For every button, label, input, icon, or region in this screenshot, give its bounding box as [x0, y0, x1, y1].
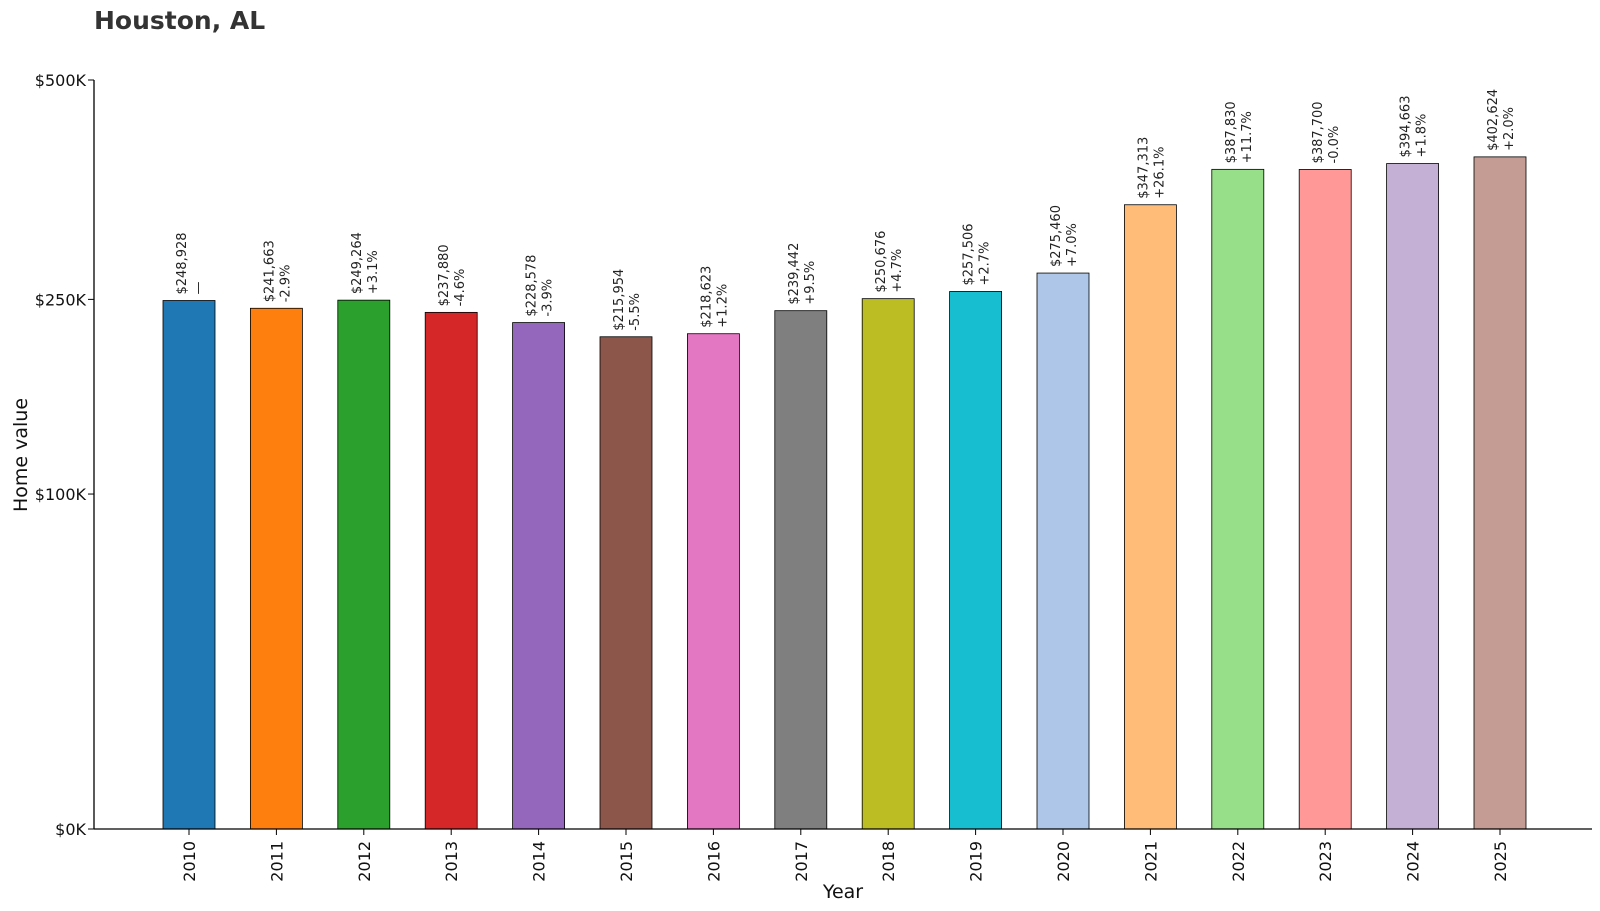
bar-2010: [162, 300, 216, 830]
x-tick-label: 2020: [1054, 841, 1073, 882]
y-ticks: $0K $100K $250K $500K: [35, 71, 94, 839]
bar-2025: [1473, 156, 1527, 830]
bar-value-label: $387,830: [1224, 101, 1239, 163]
bar-2012: [337, 299, 391, 830]
bar-change-label: -3.9%: [541, 279, 556, 317]
x-tick-label: 2019: [967, 841, 986, 882]
bar-change-label: -2.9%: [278, 265, 293, 303]
chart-title: Houston, AL: [94, 6, 266, 35]
x-tick-label: 2014: [530, 841, 549, 882]
bar-2016: [687, 333, 740, 830]
bar-change-label: +26.1%: [1152, 147, 1167, 199]
bar-value-label: $250,676: [874, 231, 889, 293]
x-tick-label: 2025: [1491, 841, 1510, 882]
x-tick-label: 2023: [1316, 841, 1335, 882]
bar-2022: [1211, 168, 1265, 830]
x-tick-label: 2021: [1141, 841, 1160, 882]
x-ticks: 2010 2011 2012 2013 2014 2015 2016 2017 2018 2019…: [180, 829, 1510, 882]
bar-value-label: $228,578: [525, 255, 540, 317]
bar-value-label: $249,264: [350, 232, 365, 294]
bar-labels-layer: $248,928— $241,663 -2.9% $249,264 +3.1% $237,…: [175, 89, 1517, 331]
x-tick-label: 2010: [180, 841, 199, 882]
x-tick-label: 2015: [617, 841, 636, 882]
x-tick-label: 2017: [792, 841, 811, 882]
bar-2011: [249, 307, 303, 830]
x-tick-label: 2016: [704, 841, 723, 882]
bar-change-label: +2.0%: [1502, 107, 1517, 151]
bar-value-label: $241,663: [262, 240, 277, 302]
y-tick-label: $100K: [35, 485, 87, 504]
bar-2019: [949, 291, 1002, 830]
bar-change-label: -5.5%: [628, 293, 643, 331]
bar-value-label: $387,700: [1311, 101, 1326, 163]
bar-2017: [774, 310, 828, 830]
bar-change-label: +4.7%: [890, 249, 905, 293]
bar-change-label: +9.5%: [803, 261, 818, 305]
bar-2015: [599, 336, 653, 830]
bar-value-label: $402,624: [1486, 89, 1501, 151]
bar-2021: [1124, 204, 1177, 830]
x-tick-label: 2018: [879, 841, 898, 882]
bar-change-label: -0.0%: [1327, 126, 1342, 164]
bar-2024: [1386, 163, 1439, 830]
bar-value-label: $248,928: [175, 232, 190, 294]
bar-value-label: $275,460: [1049, 205, 1064, 267]
y-tick-label: $500K: [35, 71, 87, 90]
bar-change-label: -4.6%: [453, 269, 468, 307]
x-tick-label: 2011: [267, 841, 286, 882]
bar-change-label: +7.0%: [1065, 223, 1080, 267]
x-tick-label: 2024: [1404, 841, 1423, 882]
bars-layer: [162, 156, 1527, 830]
y-axis-title: Home value: [10, 398, 32, 512]
bar-value-label: $215,954: [612, 269, 627, 331]
x-tick-label: 2022: [1229, 841, 1248, 882]
x-axis-title: Year: [822, 881, 863, 903]
bar-value-label: $347,313: [1136, 137, 1151, 199]
bar-change-label: +1.2%: [715, 284, 730, 328]
bar-value-label: $257,506: [962, 223, 977, 285]
bar-value-label: $218,623: [699, 266, 714, 328]
y-tick-label: $0K: [55, 820, 86, 839]
bar-2018: [861, 298, 915, 830]
bar-2023: [1298, 169, 1352, 830]
bar-2013: [424, 311, 478, 830]
y-tick-label: $250K: [35, 290, 87, 309]
bar-value-label: $237,880: [437, 244, 452, 306]
bar-change-label: +3.1%: [366, 250, 381, 294]
x-tick-label: 2013: [442, 841, 461, 882]
bar-change-label: +1.8%: [1415, 114, 1430, 158]
bar-change-label: +11.7%: [1240, 111, 1255, 163]
bar-2020: [1036, 272, 1090, 830]
bar-value-label: $394,663: [1399, 96, 1414, 158]
bar-change-label: +2.7%: [978, 242, 993, 286]
x-tick-label: 2012: [355, 841, 374, 882]
bar-2014: [512, 322, 565, 830]
bar-change-label: —: [191, 282, 206, 295]
bar-value-label: $239,442: [787, 243, 802, 305]
